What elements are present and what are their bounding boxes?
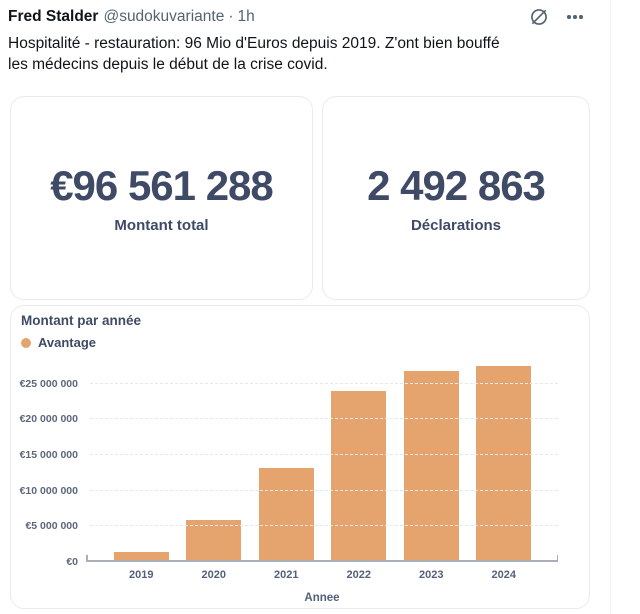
legend-label-avantage: Avantage [38,335,97,350]
tweet-header: Fred Stalder @sudokuvariante · 1h [8,8,583,26]
stat-label-montant-total: Montant total [114,217,209,234]
y-tick-label: €5 000 000 [25,520,78,533]
grok-icon[interactable] [528,6,550,28]
author-name[interactable]: Fred Stalder [8,8,99,25]
x-tick-label: 2022 [346,569,371,581]
bar-slot [105,366,178,560]
bar-2023[interactable] [403,371,459,560]
stat-card-declarations[interactable]: 2 492 863 Déclarations [322,96,590,300]
x-axis-title: Annee [304,592,340,604]
chart-title: Montant par année [21,313,142,328]
legend-dot-avantage [21,337,31,348]
x-axis-line [86,555,558,562]
stat-card-montant-total[interactable]: €96 561 288 Montant total [10,96,313,300]
x-tick-label: 2023 [419,569,444,581]
y-tick-label: €25 000 000 [19,377,78,390]
bar-slot [178,366,251,560]
separator-dot: · [228,8,234,25]
author-handle[interactable]: @sudokuvariante [103,8,225,25]
tweet-text: Hospitalité - restauration: 96 Mio d'Eur… [8,33,593,75]
chart-card[interactable]: Montant par année Avantage €0 €5 000 000 €… [10,305,590,609]
chart-plot [86,366,558,562]
stat-value-declarations: 2 492 863 [367,162,546,209]
x-tick-label: 2021 [274,569,299,581]
bars-container [105,366,540,560]
tweet-text-line: Hospitalité - restauration: 96 Mio d'Eur… [8,35,500,52]
x-tick-label: 2019 [129,569,154,581]
x-axis-labels: 2019 2020 2021 2022 2023 2024 [105,569,540,581]
gridline [90,382,558,384]
x-tick-label: 2024 [491,569,516,581]
chart-legend[interactable]: Avantage [21,335,96,350]
y-tick-label: €0 [66,556,78,568]
stat-label-declarations: Déclarations [410,217,502,234]
bar-slot [250,366,323,560]
bar-2022[interactable] [331,391,387,560]
y-tick-label: €15 000 000 [19,449,78,462]
gridline [90,525,558,527]
more-icon[interactable] [564,6,586,28]
bar-2020[interactable] [186,520,242,560]
y-tick-label: €20 000 000 [19,413,78,426]
tweet-header-actions [528,6,586,28]
bar-2019[interactable] [113,552,169,560]
y-axis-labels: €0 €5 000 000 €10 000 000 €15 000 000 €20 00… [11,366,78,568]
bar-slot [395,366,468,560]
bar-slot [468,366,541,560]
bar-2021[interactable] [258,468,314,560]
tweet-timestamp[interactable]: 1h [237,8,255,25]
gridline [90,454,558,456]
y-tick-label: €10 000 000 [19,484,78,497]
bar-slot [323,366,396,560]
stat-value-montant-total: €96 561 288 [50,162,274,209]
gridline [90,418,558,420]
tweet-text-line: les médecins depuis le début de la crise… [8,56,328,73]
timeline-column-border [610,0,611,614]
bar-2024[interactable] [476,366,532,560]
gridline [90,489,558,491]
x-tick-label: 2020 [201,569,226,581]
